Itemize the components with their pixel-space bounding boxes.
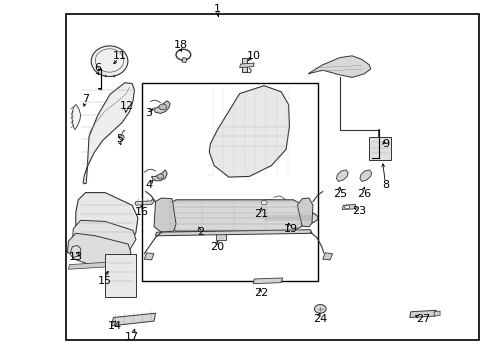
Polygon shape <box>83 83 134 184</box>
Text: 23: 23 <box>352 206 366 216</box>
Circle shape <box>344 205 349 209</box>
Text: 1: 1 <box>214 4 221 14</box>
Polygon shape <box>154 101 170 113</box>
Text: 21: 21 <box>254 209 268 219</box>
Polygon shape <box>135 199 154 205</box>
Text: 16: 16 <box>135 207 148 217</box>
Text: 22: 22 <box>254 288 268 298</box>
Bar <box>66 14 478 340</box>
Polygon shape <box>258 200 272 206</box>
Text: 11: 11 <box>113 51 126 61</box>
Text: 20: 20 <box>210 242 224 252</box>
Polygon shape <box>70 246 81 257</box>
Polygon shape <box>209 86 289 177</box>
Polygon shape <box>68 261 127 269</box>
Polygon shape <box>151 170 167 181</box>
Polygon shape <box>154 198 176 232</box>
Text: 5: 5 <box>116 134 123 144</box>
Polygon shape <box>342 204 355 210</box>
Polygon shape <box>239 63 254 68</box>
Polygon shape <box>76 193 138 247</box>
Polygon shape <box>322 253 332 260</box>
Text: 6: 6 <box>94 63 101 73</box>
Text: 3: 3 <box>145 108 152 118</box>
Polygon shape <box>297 198 312 227</box>
Circle shape <box>261 201 266 205</box>
Circle shape <box>314 305 325 313</box>
Text: 4: 4 <box>145 180 152 190</box>
Text: 19: 19 <box>284 224 297 234</box>
Polygon shape <box>307 56 370 77</box>
Polygon shape <box>409 310 435 318</box>
Text: 18: 18 <box>174 40 187 50</box>
Text: 12: 12 <box>120 101 134 111</box>
Polygon shape <box>119 135 124 140</box>
Text: 24: 24 <box>312 314 327 324</box>
Polygon shape <box>433 311 439 316</box>
Text: 26: 26 <box>357 189 370 199</box>
Polygon shape <box>359 170 371 181</box>
Polygon shape <box>216 232 225 240</box>
Text: 2: 2 <box>197 227 203 237</box>
Polygon shape <box>182 58 186 63</box>
Polygon shape <box>368 137 390 160</box>
Polygon shape <box>144 253 154 260</box>
Bar <box>142 83 317 281</box>
Polygon shape <box>242 58 246 72</box>
Text: 10: 10 <box>247 51 261 61</box>
Ellipse shape <box>259 209 317 226</box>
Text: 9: 9 <box>382 139 389 149</box>
Polygon shape <box>166 200 303 231</box>
Polygon shape <box>67 233 131 266</box>
Polygon shape <box>72 104 81 130</box>
Text: 27: 27 <box>415 314 429 324</box>
Text: 17: 17 <box>125 332 139 342</box>
Polygon shape <box>111 313 155 326</box>
Text: 7: 7 <box>82 94 89 104</box>
Text: 13: 13 <box>69 252 82 262</box>
Text: 8: 8 <box>382 180 389 190</box>
Polygon shape <box>72 220 136 254</box>
Ellipse shape <box>91 46 127 77</box>
Circle shape <box>157 174 163 179</box>
Text: 25: 25 <box>332 189 346 199</box>
Text: 15: 15 <box>98 276 112 286</box>
Text: 14: 14 <box>108 321 122 331</box>
Circle shape <box>159 104 166 110</box>
Polygon shape <box>155 230 311 236</box>
Polygon shape <box>253 278 282 284</box>
Polygon shape <box>336 170 347 181</box>
Polygon shape <box>105 254 136 297</box>
